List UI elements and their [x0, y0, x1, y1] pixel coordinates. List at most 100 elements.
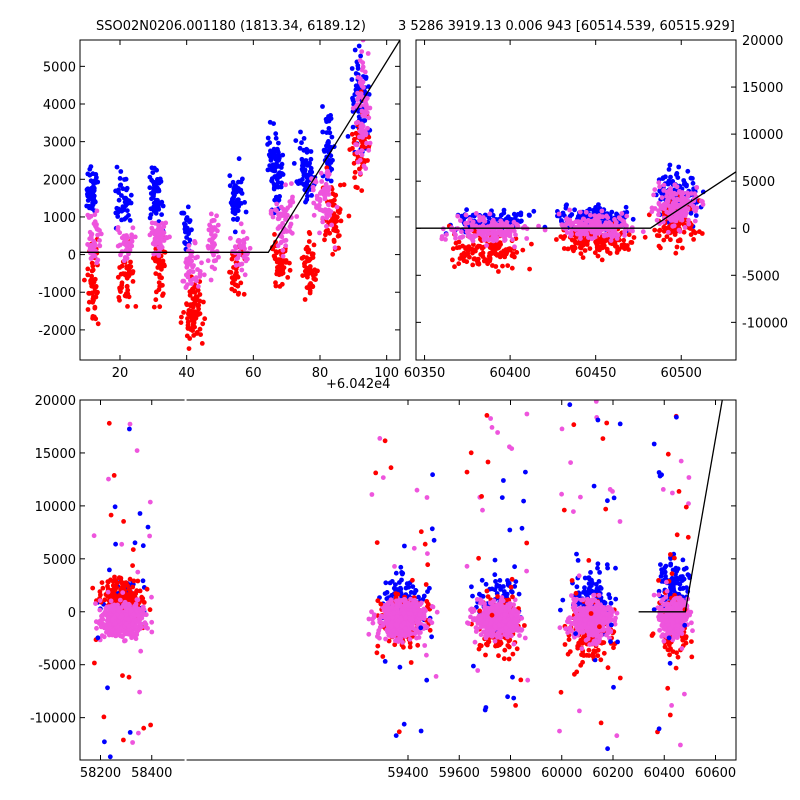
- data-point: [399, 577, 404, 583]
- data-point: [89, 206, 95, 212]
- data-point: [626, 232, 632, 238]
- data-point: [87, 166, 93, 172]
- data-point: [501, 210, 507, 216]
- data-point: [210, 228, 216, 233]
- data-point: [666, 203, 672, 209]
- data-point: [303, 158, 309, 163]
- data-point: [189, 253, 195, 259]
- data-point: [691, 228, 696, 234]
- data-point: [126, 592, 132, 598]
- data-point: [274, 177, 280, 182]
- data-point: [434, 609, 440, 615]
- data-point: [601, 650, 607, 656]
- data-point: [571, 244, 577, 250]
- data-point: [510, 237, 515, 243]
- data-point: [656, 180, 662, 186]
- data-point: [91, 238, 97, 244]
- data-point: [665, 229, 671, 235]
- data-point: [681, 566, 687, 572]
- data-point: [596, 579, 602, 584]
- data-point: [673, 198, 679, 204]
- plot-area: [80, 400, 736, 760]
- data-point: [154, 180, 159, 185]
- data-point: [328, 178, 334, 184]
- data-point: [270, 168, 276, 173]
- data-point: [359, 82, 364, 88]
- data-point: [310, 283, 316, 289]
- data-point: [346, 213, 352, 219]
- data-point: [186, 311, 191, 317]
- data-point: [134, 628, 140, 634]
- data-point: [336, 233, 342, 239]
- data-point: [659, 195, 665, 201]
- data-point: [484, 243, 489, 248]
- data-point: [115, 225, 121, 230]
- data-point: [268, 211, 274, 216]
- data-point: [595, 653, 601, 659]
- data-point: [349, 77, 355, 82]
- data-point: [658, 245, 663, 251]
- data-point: [303, 184, 308, 190]
- data-point: [108, 598, 114, 604]
- data-point: [699, 231, 705, 236]
- data-point: [104, 626, 110, 632]
- data-point: [90, 247, 96, 252]
- data-point: [184, 261, 190, 267]
- data-point: [656, 212, 661, 218]
- data-point: [309, 270, 315, 276]
- data-point: [277, 224, 282, 230]
- data-point: [369, 609, 374, 615]
- data-point: [100, 585, 106, 591]
- data-point: [305, 193, 310, 199]
- data-point: [304, 175, 310, 180]
- data-point: [93, 224, 99, 230]
- data-point: [273, 283, 279, 289]
- data-point: [145, 625, 151, 631]
- data-point: [156, 280, 162, 285]
- data-point: [150, 170, 156, 176]
- data-point: [616, 215, 622, 221]
- data-point: [512, 244, 517, 250]
- data-point: [239, 267, 245, 273]
- data-point: [607, 595, 613, 601]
- data-point: [91, 188, 96, 194]
- data-point: [324, 223, 329, 229]
- data-point: [306, 230, 312, 235]
- data-point: [329, 222, 335, 228]
- y-tick-label: -2000: [38, 324, 76, 339]
- data-point: [323, 147, 329, 153]
- data-point: [115, 214, 121, 219]
- data-point: [473, 223, 479, 229]
- data-point: [536, 223, 541, 229]
- data-point: [87, 236, 93, 242]
- data-point: [364, 110, 370, 115]
- data-point: [488, 231, 494, 236]
- data-point: [581, 653, 587, 658]
- data-point: [274, 184, 280, 190]
- data-point: [483, 652, 488, 658]
- data-point: [526, 212, 532, 218]
- data-point: [453, 232, 458, 238]
- data-point: [305, 163, 311, 168]
- data-point: [652, 227, 658, 233]
- data-point: [274, 271, 280, 277]
- data-point: [101, 634, 107, 640]
- data-point: [234, 197, 240, 203]
- data-point: [463, 212, 469, 218]
- data-point: [235, 255, 241, 261]
- data-point: [323, 232, 328, 238]
- data-point: [657, 227, 663, 233]
- data-point: [130, 269, 136, 274]
- data-point: [232, 288, 238, 294]
- x-tick-label: 60350: [404, 366, 445, 381]
- data-point: [236, 290, 242, 296]
- data-point: [680, 557, 686, 563]
- data-point: [353, 130, 359, 136]
- data-point: [360, 140, 365, 146]
- data-point: [398, 586, 404, 592]
- data-point: [298, 180, 304, 186]
- data-point: [366, 92, 372, 97]
- data-point: [681, 229, 687, 235]
- data-point: [503, 216, 509, 222]
- data-point: [487, 211, 493, 217]
